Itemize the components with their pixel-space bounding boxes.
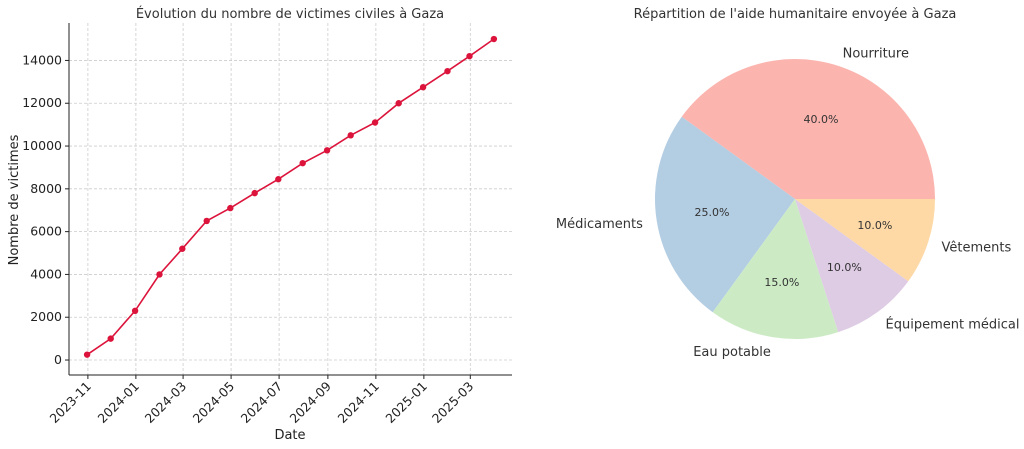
data-point [251,189,258,197]
data-point [227,204,234,212]
x-tick-label: 2024-05 [190,379,238,427]
data-point [323,147,331,154]
pie-percent-label: 10.0% [857,219,892,232]
pie-slice [795,199,909,333]
pie-slice-label: Nourriture [843,47,909,62]
data-point [466,52,473,60]
y-tick-label: 2000 [30,309,62,324]
y-tick-label: 10000 [22,138,62,153]
x-tick-label: 2024-11 [334,379,382,427]
pie-percent-label: 25.0% [695,206,730,219]
data-point [83,351,91,358]
x-tick-label: 2024-09 [286,378,334,426]
line-series [83,35,498,358]
data-point [179,245,186,252]
x-axis-label: Date [274,428,305,443]
grid [69,23,512,375]
pie-slice-label: Vêtements [942,241,1012,256]
x-tick-label: 2024-01 [94,379,142,427]
y-tick-label: 4000 [30,266,62,281]
x-tick-label: 2023-11 [46,379,94,427]
data-point [444,67,451,75]
y-tick-label: 14000 [22,52,62,67]
pie-percent-label: 15.0% [764,276,799,289]
y-axis-label: Nombre de victimes [7,134,22,265]
y-tick-label: 6000 [30,224,62,239]
pie-slice [681,59,935,199]
pie-slice-label: Médicaments [556,217,643,232]
data-point [203,217,210,225]
x-ticks: 2023-11 2024-01 2024-03 2024-05 2024-07 2024-… [46,375,476,426]
x-tick-label: 2025-03 [429,379,477,427]
y-tick-label: 8000 [30,181,62,196]
pie-chart-title: Répartition de l'aide humanitaire envoyé… [634,7,957,22]
pie-slice [712,199,839,340]
data-point [107,335,114,342]
axes [68,23,512,376]
y-tick-label: 12000 [22,95,62,110]
data-point [347,132,354,139]
data-point [299,159,306,167]
pie-slice [655,116,795,313]
data-point [371,119,379,126]
data-point [490,35,498,43]
y-tick-label: 0 [54,352,62,367]
x-tick-label: 2025-01 [382,379,430,427]
line-chart-title: Évolution du nombre de victimes civiles … [136,6,444,22]
y-ticks: 0 2000 4000 6000 8000 10000 12000 14000 [22,52,69,367]
x-tick-label: 2024-03 [142,379,190,427]
pie-slice-label: Équipement médical [886,317,1020,333]
pie-chart: 40.0% Nourriture 25.0% Médicaments 15.0% Eau … [556,47,1020,361]
pie-percent-label: 40.0% [804,113,839,126]
victims-line [86,38,495,356]
data-point [156,271,163,278]
pie-slice-label: Eau potable [693,345,771,360]
data-point [419,83,427,91]
data-point [131,307,139,315]
x-tick-label: 2024-07 [238,379,286,427]
pie-slice [795,199,935,282]
data-point [395,100,402,107]
data-point [275,176,282,183]
pie-percent-label: 10.0% [827,261,862,274]
